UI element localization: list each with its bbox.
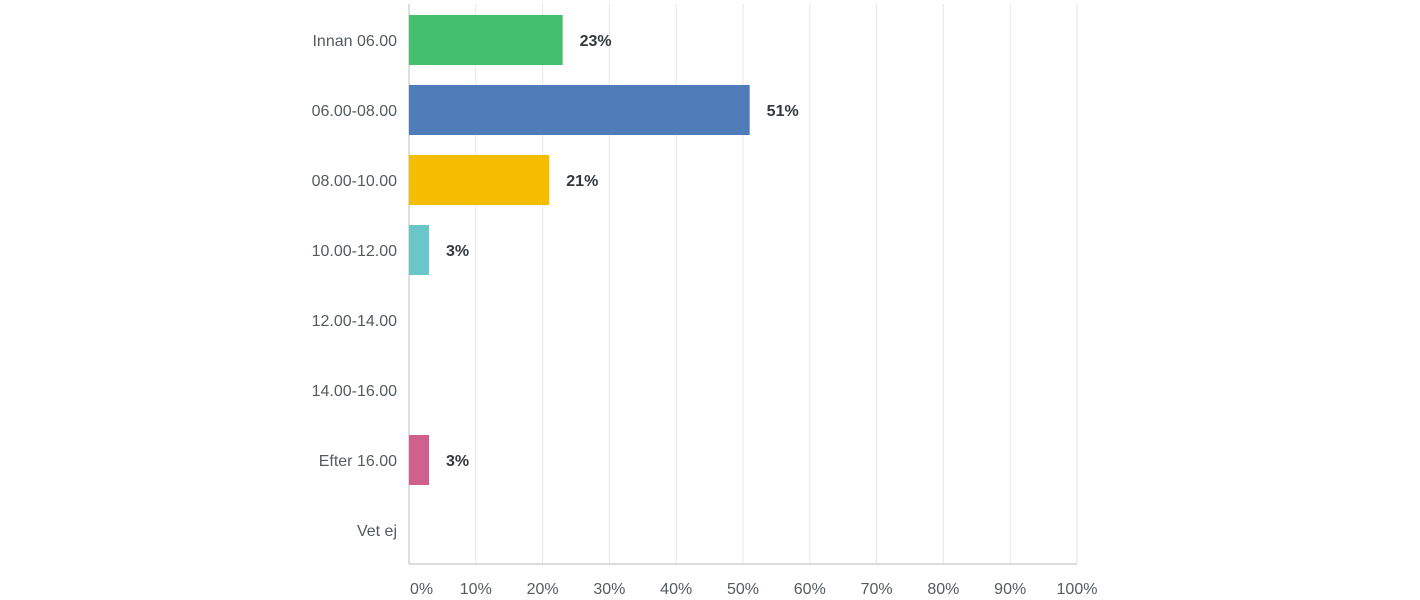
x-tick-label: 40% (660, 581, 692, 598)
category-label: Vet ej (357, 523, 397, 540)
x-tick-label: 80% (927, 581, 959, 598)
value-label: 51% (767, 103, 799, 120)
bar (409, 85, 750, 135)
category-label: 10.00-12.00 (312, 243, 398, 260)
x-tick-label: 60% (794, 581, 826, 598)
bar (409, 435, 430, 485)
category-label: 08.00-10.00 (312, 173, 398, 190)
x-tick-label: 20% (527, 581, 559, 598)
x-tick-label: 0% (410, 581, 433, 598)
x-tick-label: 30% (593, 581, 625, 598)
bar (409, 15, 563, 65)
x-tick-label: 90% (994, 581, 1026, 598)
category-label: 14.00-16.00 (312, 383, 398, 400)
x-tick-label: 10% (460, 581, 492, 598)
x-tick-label: 100% (1057, 581, 1098, 598)
category-label: Efter 16.00 (319, 453, 397, 470)
value-label: 3% (446, 243, 469, 260)
x-tick-label: 70% (861, 581, 893, 598)
bar (409, 155, 550, 205)
value-label: 23% (580, 33, 612, 50)
value-label: 21% (566, 173, 598, 190)
x-tick-label: 50% (727, 581, 759, 598)
category-label: 12.00-14.00 (312, 313, 398, 330)
bar (409, 225, 430, 275)
category-label: 06.00-08.00 (312, 103, 398, 120)
category-label: Innan 06.00 (312, 33, 397, 50)
value-label: 3% (446, 453, 469, 470)
